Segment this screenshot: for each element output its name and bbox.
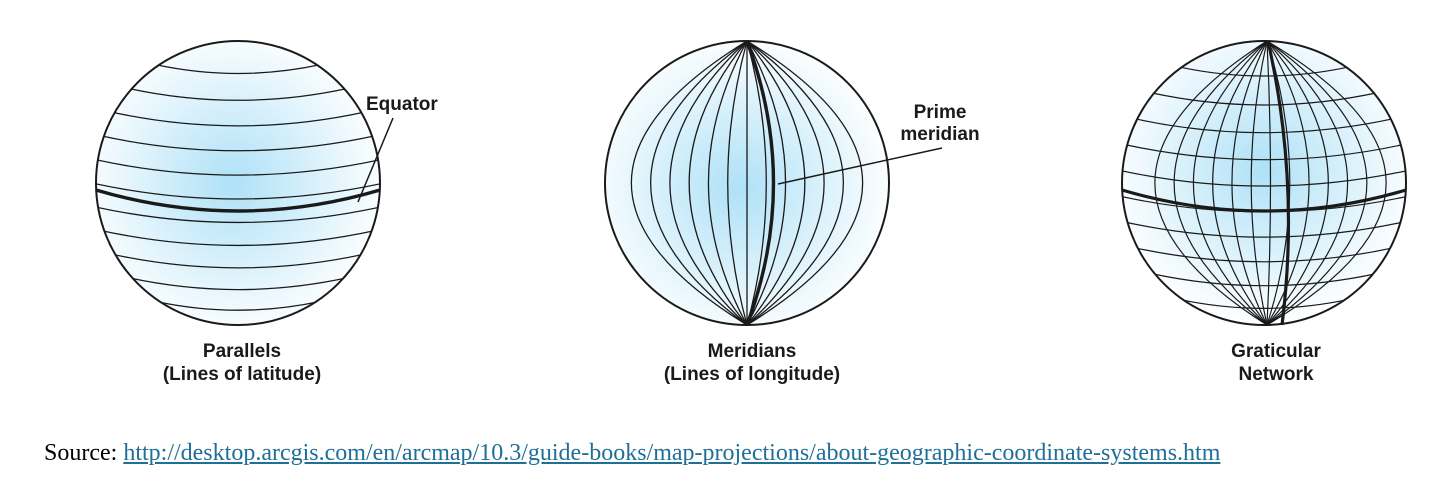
grid-line [707, 41, 748, 325]
graticule-prime-meridian-line [1266, 40, 1291, 326]
graticule-caption: Graticular [1231, 341, 1321, 362]
graticule-longitude-lines [1154, 41, 1387, 325]
equator-label: Equator [366, 94, 438, 115]
equator-line [95, 188, 381, 213]
prime-meridian-label-2: meridian [900, 124, 979, 145]
grid-line [1122, 169, 1406, 187]
grid-line [1123, 221, 1405, 238]
grid-line [128, 87, 348, 101]
grid-line [1192, 41, 1268, 325]
grid-line [128, 277, 348, 291]
source-citation: Source: http://desktop.arcgis.com/en/arc… [44, 440, 1220, 467]
grid-line [110, 253, 366, 269]
grid-line [1266, 41, 1329, 325]
grid-line [96, 206, 380, 224]
grid-line [727, 41, 748, 325]
grid-line [1266, 41, 1291, 325]
globe-diagram-figure: Equator Parallels (Lines of latitude) Pr… [95, 40, 1407, 385]
parallels-globe-sphere [95, 40, 381, 326]
grid-line [96, 158, 380, 176]
grid-line [1150, 272, 1378, 287]
latitude-lines [96, 64, 380, 311]
equator-callout-leader [357, 117, 394, 203]
grid-line [1231, 41, 1268, 325]
parallels-caption-sub: (Lines of latitude) [163, 364, 321, 385]
grid-line [1173, 41, 1268, 325]
parallels-globe: Equator Parallels (Lines of latitude) [95, 40, 438, 385]
grid-line [155, 300, 321, 311]
grid-line [1123, 143, 1405, 161]
graticule-equator-line [1121, 188, 1407, 213]
grid-line [650, 41, 748, 325]
grid-line [1266, 41, 1368, 325]
grid-line [630, 41, 748, 325]
graticule-globe: Graticular Network [1121, 40, 1407, 385]
graticule-caption-sub: Network [1239, 364, 1314, 385]
prime-meridian-label: Prime [914, 102, 967, 123]
grid-line [746, 41, 844, 325]
grid-line [1133, 117, 1395, 134]
grid-line [1178, 66, 1350, 77]
source-link[interactable]: http://desktop.arcgis.com/en/arcmap/10.3… [123, 440, 1221, 466]
grid-line [110, 111, 366, 127]
grid-line [1150, 92, 1378, 106]
meridians-caption-sub: (Lines of longitude) [664, 364, 840, 385]
grid-line [746, 41, 806, 325]
grid-line [746, 41, 767, 325]
grid-line [1154, 41, 1268, 325]
meridians-caption: Meridians [708, 341, 797, 362]
source-prefix: Source: [44, 440, 118, 466]
meridians-globe: Prime meridian Meridians (Lines of longi… [604, 40, 980, 385]
grid-line [1266, 41, 1272, 325]
grid-line [1266, 41, 1387, 325]
grid-line [746, 41, 825, 325]
parallels-caption: Parallels [203, 341, 281, 362]
grid-line [1266, 41, 1349, 325]
grid-line [1133, 246, 1395, 263]
grid-line [99, 229, 377, 247]
grid-line [1250, 41, 1268, 325]
grid-line [1212, 41, 1268, 325]
graticule-globe-sphere [1121, 40, 1407, 326]
grid-line [746, 41, 864, 325]
grid-line [96, 182, 380, 200]
grid-line [155, 64, 321, 75]
grid-line [688, 41, 748, 325]
prime-meridian-line [745, 40, 776, 326]
grid-line [99, 135, 377, 152]
grid-line [669, 41, 748, 325]
prime-meridian-callout-leader [777, 147, 943, 185]
